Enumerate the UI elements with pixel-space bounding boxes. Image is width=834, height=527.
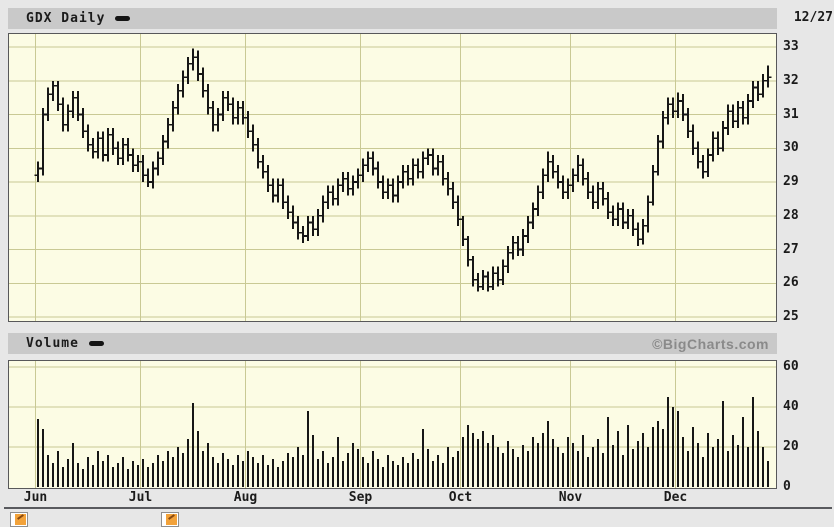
price-y-tick-label: 33	[783, 39, 799, 54]
last-date-label: 12/27	[793, 10, 833, 25]
price-pane	[8, 33, 777, 322]
volume-y-tick-label: 40	[783, 399, 799, 414]
symbol-interval-label: GDX Daily	[26, 11, 106, 26]
volume-panel-header: Volume ©BigCharts.com	[8, 333, 777, 354]
month-tick-label: Jun	[23, 490, 48, 505]
price-y-tick-label: 29	[783, 174, 799, 189]
volume-bar-chart	[9, 361, 776, 488]
volume-y-tick-label: 20	[783, 439, 799, 454]
broken-image-icon[interactable]	[10, 512, 28, 527]
price-panel-header: GDX Daily	[8, 8, 777, 29]
price-y-tick-label: 25	[783, 309, 799, 324]
volume-legend-dash-icon	[88, 341, 104, 346]
month-tick-label: Dec	[663, 490, 688, 505]
price-y-tick-label: 31	[783, 106, 799, 122]
month-tick-label: Nov	[558, 490, 583, 505]
price-y-tick-label: 30	[783, 140, 799, 156]
price-y-tick-label: 27	[783, 241, 799, 257]
volume-y-tick-label: 60	[783, 359, 799, 374]
volume-pane	[8, 360, 777, 489]
bigcharts-watermark: ©BigCharts.com	[652, 335, 769, 352]
price-ohlc-chart	[9, 34, 776, 321]
bottom-divider	[4, 507, 832, 509]
price-y-tick-label: 26	[783, 275, 799, 291]
month-tick-label: Aug	[233, 490, 258, 505]
month-tick-label: Oct	[448, 490, 473, 505]
month-tick-label: Jul	[128, 490, 153, 505]
price-y-tick-label: 32	[783, 72, 799, 88]
broken-image-icon[interactable]	[161, 512, 179, 527]
volume-label: Volume	[26, 336, 79, 351]
month-tick-label: Sep	[348, 490, 373, 505]
volume-y-tick-label: 0	[783, 479, 791, 494]
price-y-tick-label: 28	[783, 207, 799, 223]
price-legend-dash-icon	[115, 16, 131, 21]
